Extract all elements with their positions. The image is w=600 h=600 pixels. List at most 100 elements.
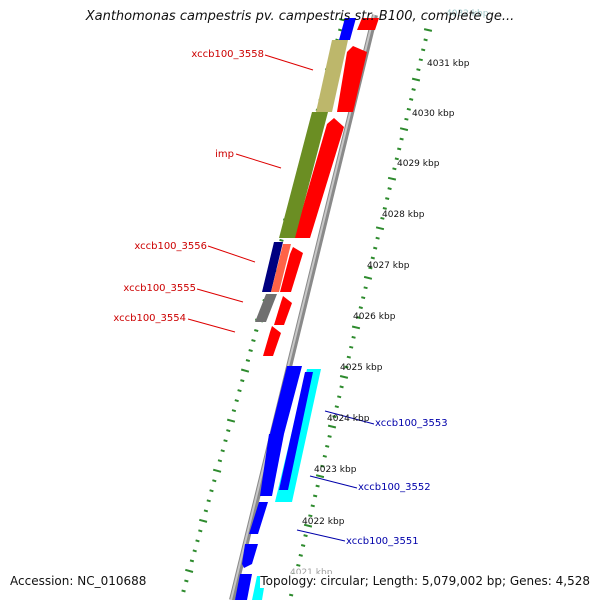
gene-feature[interactable] bbox=[274, 296, 292, 325]
ruler-minor-tick bbox=[223, 439, 228, 443]
ruler-major-tick bbox=[375, 226, 385, 231]
gene-label-3552[interactable]: xccb100_3552 bbox=[358, 482, 431, 493]
ruler-label: 4023 kbp bbox=[314, 465, 357, 475]
map-title: Xanthomonas campestris pv. campestris st… bbox=[85, 9, 515, 24]
ruler-minor-tick bbox=[344, 365, 349, 369]
ruler-minor-tick bbox=[231, 409, 237, 413]
ruler-minor-tick bbox=[409, 97, 414, 101]
gene-labels: xccb100_3558 imp xccb100_3556 xccb100_35… bbox=[113, 49, 447, 547]
ruler-major-tick bbox=[327, 424, 337, 429]
ruler-label: 4029 kbp bbox=[397, 159, 440, 169]
gene-label-3556[interactable]: xccb100_3556 bbox=[134, 241, 207, 252]
gene-feature[interactable] bbox=[249, 502, 268, 534]
ruler-minor-tick bbox=[320, 464, 325, 468]
ruler-minor-tick bbox=[248, 349, 253, 353]
label-connectors bbox=[187, 54, 375, 542]
ruler-minor-tick bbox=[209, 489, 214, 493]
gene-label-imp[interactable]: imp bbox=[215, 149, 234, 160]
ruler-major-tick bbox=[185, 568, 194, 573]
accession-text: Accession: NC_010688 bbox=[10, 574, 147, 588]
gene-feature[interactable] bbox=[260, 434, 284, 496]
ruler-minor-tick bbox=[370, 256, 375, 260]
ruler-major-tick bbox=[399, 127, 409, 132]
gene-feature[interactable] bbox=[294, 118, 344, 238]
ruler-minor-tick bbox=[315, 484, 320, 488]
ruler-major-tick bbox=[226, 418, 236, 423]
forward-strand-features bbox=[263, 18, 379, 356]
ruler-minor-tick bbox=[245, 359, 251, 363]
gene-feature[interactable] bbox=[235, 574, 252, 600]
ruler-minor-tick bbox=[349, 345, 354, 349]
ruler-minor-tick bbox=[325, 444, 330, 448]
ruler-minor-tick bbox=[399, 137, 404, 141]
ruler-label: 4026 kbp bbox=[353, 312, 396, 322]
ruler-minor-tick bbox=[387, 187, 392, 191]
gene-feature[interactable] bbox=[270, 366, 302, 441]
gene-label-3553[interactable]: xccb100_3553 bbox=[375, 418, 448, 429]
ruler-minor-tick bbox=[406, 107, 411, 111]
ruler-minor-tick bbox=[203, 509, 209, 513]
gene-feature-imp[interactable] bbox=[279, 112, 328, 238]
gene-feature-top-blue[interactable] bbox=[339, 18, 356, 40]
ruler-major-tick bbox=[411, 77, 421, 82]
ruler-label: 4024 kbp bbox=[327, 414, 370, 424]
gene-feature[interactable] bbox=[242, 544, 258, 568]
ruler-minor-tick bbox=[385, 197, 390, 200]
ruler-minor-tick bbox=[212, 479, 217, 483]
ruler-label: 4030 kbp bbox=[412, 109, 455, 119]
connector-3552 bbox=[309, 475, 358, 489]
connector-3553 bbox=[324, 410, 375, 425]
genome-backbone-highlight bbox=[230, 14, 375, 600]
ruler-minor-tick bbox=[279, 238, 284, 242]
ruler-minor-tick bbox=[411, 88, 416, 91]
gene-feature-3556b[interactable] bbox=[271, 244, 291, 292]
ruler-major-tick bbox=[240, 368, 250, 373]
gene-feature[interactable] bbox=[280, 247, 303, 292]
ruler-major-tick bbox=[199, 518, 208, 523]
ruler-minor-tick bbox=[220, 449, 225, 453]
ruler-minor-tick bbox=[198, 529, 203, 533]
ruler-minor-tick bbox=[358, 306, 363, 310]
ruler-ticks-outer bbox=[288, 28, 433, 597]
ruler-minor-tick bbox=[288, 593, 294, 597]
ruler-label: 4021 kbp bbox=[290, 568, 333, 578]
gene-label-3554[interactable]: xccb100_3554 bbox=[113, 313, 186, 324]
ruler-label: 4031 kbp bbox=[427, 59, 470, 69]
ruler-minor-tick bbox=[338, 28, 343, 32]
ruler-minor-tick bbox=[327, 435, 332, 438]
ruler-minor-tick bbox=[298, 553, 303, 557]
ruler-major-tick bbox=[315, 474, 325, 479]
gene-feature-3556[interactable] bbox=[262, 242, 283, 292]
ruler-minor-tick bbox=[394, 157, 399, 161]
gene-label-3555[interactable]: xccb100_3555 bbox=[123, 283, 196, 294]
ruler-minor-tick bbox=[251, 339, 256, 343]
gene-feature-3555[interactable] bbox=[255, 294, 277, 322]
connector-3554 bbox=[187, 318, 236, 333]
ruler-label: 4027 kbp bbox=[367, 261, 410, 271]
gene-label-3558[interactable]: xccb100_3558 bbox=[191, 49, 264, 60]
gene-label-3551[interactable]: xccb100_3551 bbox=[346, 536, 419, 547]
ruler-major-tick bbox=[423, 28, 433, 32]
ruler-label: 4028 kbp bbox=[382, 210, 425, 220]
gene-feature[interactable] bbox=[263, 326, 281, 356]
ruler-major-tick bbox=[212, 468, 222, 473]
ruler-minor-tick bbox=[418, 58, 423, 62]
genome-summary: Topology: circular; Length: 5,079,002 bp… bbox=[260, 574, 590, 588]
ruler-minor-tick bbox=[351, 335, 356, 339]
ruler-minor-tick bbox=[416, 68, 421, 72]
ruler-minor-tick bbox=[423, 38, 428, 42]
accession-label: Accession: NC_010688 bbox=[10, 574, 147, 588]
gene-feature[interactable] bbox=[279, 372, 313, 490]
ruler-minor-tick bbox=[421, 48, 426, 52]
ruler-minor-tick bbox=[184, 579, 189, 583]
reverse-strand-features bbox=[235, 366, 321, 600]
gene-feature[interactable] bbox=[357, 18, 379, 30]
ruler-minor-tick bbox=[296, 563, 301, 567]
ruler-minor-tick bbox=[380, 216, 385, 220]
connector-3558 bbox=[264, 54, 314, 71]
ruler-minor-tick bbox=[373, 246, 378, 250]
gene-feature[interactable] bbox=[337, 46, 367, 112]
ruler-minor-tick bbox=[189, 559, 195, 563]
gene-feature-3558[interactable] bbox=[316, 40, 348, 112]
